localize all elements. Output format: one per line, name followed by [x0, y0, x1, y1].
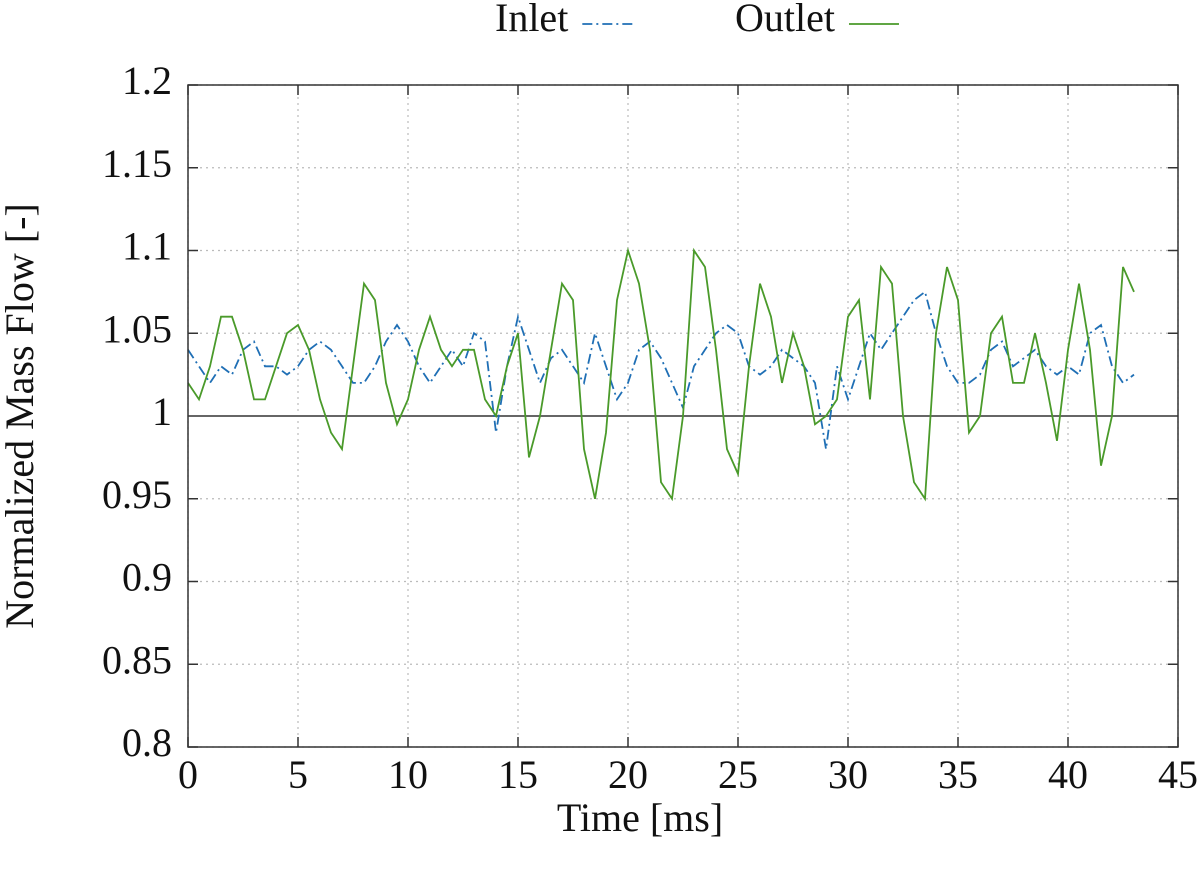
- x-axis-label: Time [ms]: [557, 795, 723, 840]
- y-tick-label: 0.8: [122, 720, 172, 765]
- y-tick-label: 1.15: [102, 141, 172, 186]
- x-tick-label: 5: [288, 752, 308, 797]
- x-tick-label: 10: [388, 752, 428, 797]
- plot-frame: [187, 84, 1179, 748]
- y-tick-label: 0.85: [102, 637, 172, 682]
- y-tick-label: 1: [152, 389, 172, 434]
- x-tick-label: 45: [1158, 752, 1198, 797]
- x-tick-label: 15: [498, 752, 538, 797]
- y-tick-label: 1.2: [122, 58, 172, 103]
- y-tick-label: 0.95: [102, 472, 172, 517]
- x-tick-label: 20: [608, 752, 648, 797]
- y-tick-label: 0.9: [122, 555, 172, 600]
- legend-label: Outlet: [735, 0, 835, 40]
- y-tick-label: 1.05: [102, 306, 172, 351]
- x-tick-label: 25: [718, 752, 758, 797]
- x-tick-label: 40: [1048, 752, 1088, 797]
- data-line: [187, 247, 1135, 502]
- x-tick-label: 0: [178, 752, 198, 797]
- legend-label: Inlet: [495, 0, 568, 40]
- y-axis-label: Normalized Mass Flow [-]: [0, 203, 42, 628]
- data-line: [187, 290, 1135, 450]
- y-tick-label: 1.1: [122, 224, 172, 269]
- x-tick-label: 35: [938, 752, 978, 797]
- x-tick-label: 30: [828, 752, 868, 797]
